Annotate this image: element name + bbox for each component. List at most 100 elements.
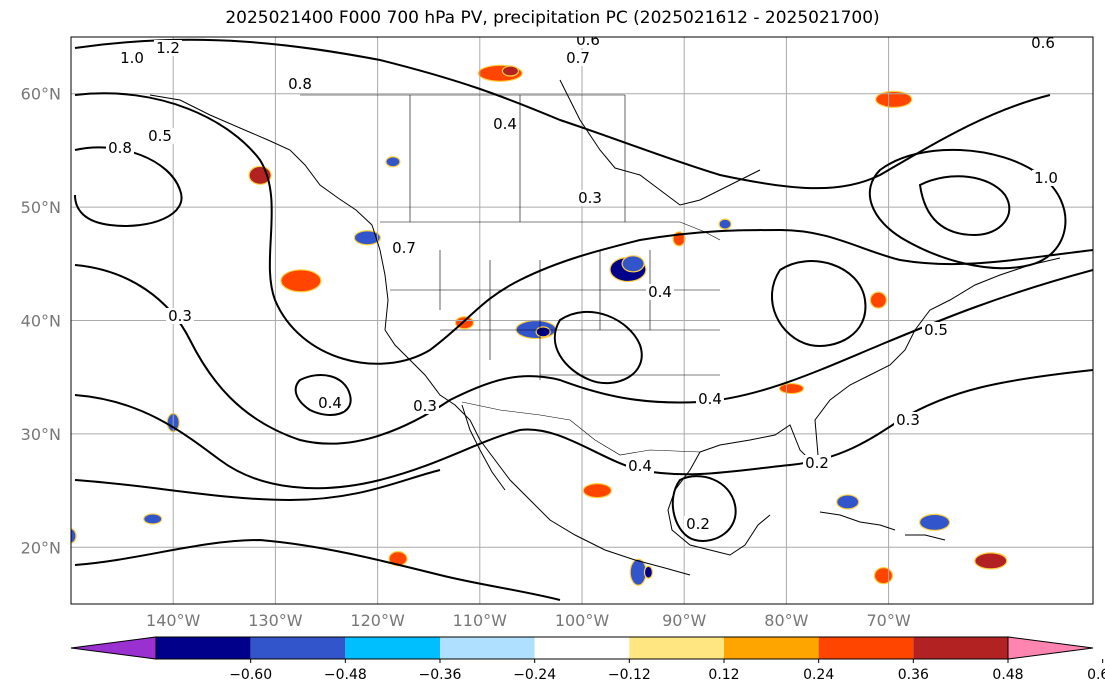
contour-line [868, 148, 1067, 270]
precip-patch [143, 513, 163, 525]
contour-label-bg [684, 516, 712, 532]
contour-label-bg [166, 308, 194, 324]
colorbar-tick-label: −0.48 [324, 667, 367, 683]
colorbar-tick-label: −0.12 [608, 667, 651, 683]
precip-patch [918, 513, 951, 531]
contour-label: 0.4 [698, 390, 722, 408]
colorbar-extend-high [1007, 636, 1094, 660]
contour-label: 0.5 [924, 321, 948, 339]
contour-line [294, 374, 352, 416]
contour-label: 0.4 [493, 115, 517, 133]
lon-tick-label: 80°W [764, 611, 808, 630]
colorbar-segment [629, 637, 724, 659]
precip-patch [535, 326, 551, 338]
lon-tick-label: 100°W [555, 611, 610, 630]
precip-patch [629, 558, 647, 586]
colorbar-segment [724, 637, 819, 659]
contour-label: 0.5 [148, 127, 172, 145]
contour-label: 0.6 [1031, 34, 1055, 52]
precip-patch [280, 269, 322, 293]
contour-label-bg [696, 391, 724, 407]
border-states-1 [439, 250, 651, 380]
contour-label: 0.8 [288, 75, 312, 93]
precip-patch [875, 90, 913, 108]
colorbar-tick-label: 0.36 [898, 667, 929, 683]
lat-tick-label: 60°N [21, 85, 61, 104]
contour-label: 0.3 [413, 397, 437, 415]
contour-label-bg [118, 50, 146, 66]
contour-label-bg [411, 398, 439, 414]
contour-label: 0.2 [805, 454, 829, 472]
contour-label: 0.3 [896, 411, 920, 429]
contour-line [671, 475, 737, 542]
precip-patch [718, 218, 732, 230]
contour-line [74, 92, 1093, 365]
colorbar-segment [440, 637, 535, 659]
lon-tick-label: 140°W [146, 611, 201, 630]
contour-label-bg [803, 455, 831, 471]
contour-label-bg [390, 240, 418, 256]
colorbar-tick-label: 0.60 [1087, 667, 1105, 683]
precip-patch [71, 528, 77, 544]
colorbar-tick-label: 0.48 [992, 667, 1023, 683]
contour-label: 0.3 [578, 189, 602, 207]
plot-frame [70, 36, 1094, 605]
contour-line [770, 260, 867, 347]
lat-tick-label: 40°N [21, 312, 61, 331]
contour-label-bg [626, 458, 654, 474]
coastline-cuba [819, 511, 896, 531]
contour-label-bg [491, 116, 519, 132]
contour-label: 0.2 [686, 515, 710, 533]
contour-label-bg [576, 190, 604, 206]
contour-label-bg [922, 322, 950, 338]
contour-label: 1.0 [1034, 169, 1058, 187]
coastline-alaska [149, 94, 373, 226]
colorbar-segment [818, 637, 914, 659]
precip-shading [71, 64, 1008, 586]
colorbar: −0.60 −0.48 −0.36 −0.24 −0.12 0.12 0.24 0.36 0.4… [70, 636, 1105, 683]
contour-label: 0.3 [168, 307, 192, 325]
contour-label: 0.8 [108, 139, 132, 157]
lon-tick-label: 70°W [867, 611, 911, 630]
colorbar-tick-label: 0.12 [708, 667, 739, 683]
political-borders [300, 94, 721, 456]
contour-label-bg [146, 128, 174, 144]
contour-label-bg [286, 76, 314, 92]
contour-label-bg [646, 284, 674, 300]
coastline-gulf [699, 257, 1061, 463]
precip-patch [582, 483, 612, 499]
precip-patch [873, 567, 894, 585]
precip-patch [643, 565, 654, 579]
pv-contours [74, 38, 1093, 601]
contour-label: 0.4 [628, 457, 652, 475]
map-title: 2025021400 F000 700 hPa PV, precipitatio… [225, 8, 880, 28]
contour-line [74, 538, 561, 601]
precip-patch [778, 382, 805, 395]
contour-label-bg [1029, 37, 1057, 51]
contour-label: 0.6 [576, 31, 600, 49]
precip-patch [385, 156, 401, 168]
contour-label: 0.7 [392, 239, 416, 257]
precip-patch [501, 65, 520, 77]
precip-patch [974, 552, 1008, 570]
contour-label-bg [106, 140, 134, 156]
contour-line [74, 469, 441, 502]
colorbar-segment [156, 637, 251, 659]
contour-label-bg [894, 412, 922, 428]
contour-label-bg [154, 40, 182, 56]
contour-label-bg [316, 395, 344, 411]
colorbar-tick-label: −0.36 [419, 667, 462, 683]
lat-tick-label: 30°N [21, 425, 61, 444]
colorbar-frame [155, 636, 1009, 660]
lon-tick-label: 90°W [662, 611, 706, 630]
precip-patch [836, 494, 860, 510]
contour-label-bg [1032, 170, 1060, 186]
colorbar-segment [534, 637, 630, 659]
latitude-labels: 60°N 50°N 40°N 30°N 20°N [21, 85, 61, 558]
coastline-baja [461, 404, 506, 491]
coastline-hispaniola [905, 534, 946, 541]
coastlines [149, 79, 1061, 576]
contour-label: 0.7 [566, 49, 590, 67]
precip-patch [869, 291, 887, 309]
